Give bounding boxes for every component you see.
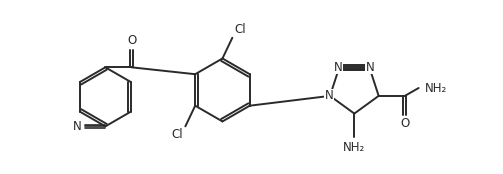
Text: N: N bbox=[324, 89, 333, 102]
Text: Cl: Cl bbox=[172, 128, 184, 141]
Text: O: O bbox=[400, 117, 409, 129]
Text: NH₂: NH₂ bbox=[343, 141, 366, 154]
Text: N: N bbox=[73, 120, 82, 133]
Text: Cl: Cl bbox=[234, 23, 246, 36]
Text: N: N bbox=[366, 61, 375, 74]
Text: O: O bbox=[127, 34, 136, 47]
Text: NH₂: NH₂ bbox=[425, 81, 447, 94]
Text: N: N bbox=[334, 61, 343, 74]
